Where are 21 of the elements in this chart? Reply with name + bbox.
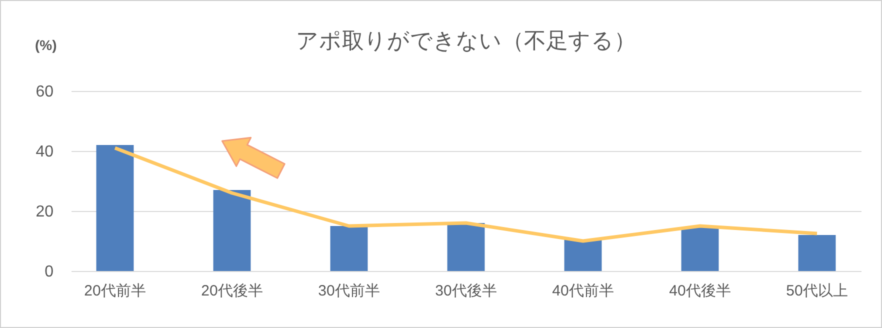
y-tick-label: 0 [44, 264, 54, 280]
y-axis-title: (%) [35, 37, 57, 53]
x-tick-label: 40代前半 [552, 282, 614, 300]
bar [330, 226, 368, 271]
bar [564, 240, 602, 271]
x-tick-label: 50代以上 [786, 282, 848, 300]
bar [447, 223, 485, 271]
chart-title: アポ取りができない（不足する） [296, 28, 636, 53]
x-tick-label: 20代前半 [84, 282, 146, 300]
x-tick-label: 20代後半 [201, 282, 263, 300]
x-tick-label: 30代前半 [318, 282, 380, 300]
x-tick-label: 40代後半 [669, 282, 731, 300]
y-tick-label: 40 [36, 144, 54, 160]
bar [213, 190, 251, 271]
y-tick-label: 60 [36, 84, 54, 100]
x-tick-label: 30代後半 [435, 282, 497, 300]
bar [681, 228, 719, 271]
bar [798, 235, 836, 271]
line-series [113, 146, 819, 243]
y-tick-label: 20 [36, 204, 54, 220]
bar [96, 145, 134, 271]
